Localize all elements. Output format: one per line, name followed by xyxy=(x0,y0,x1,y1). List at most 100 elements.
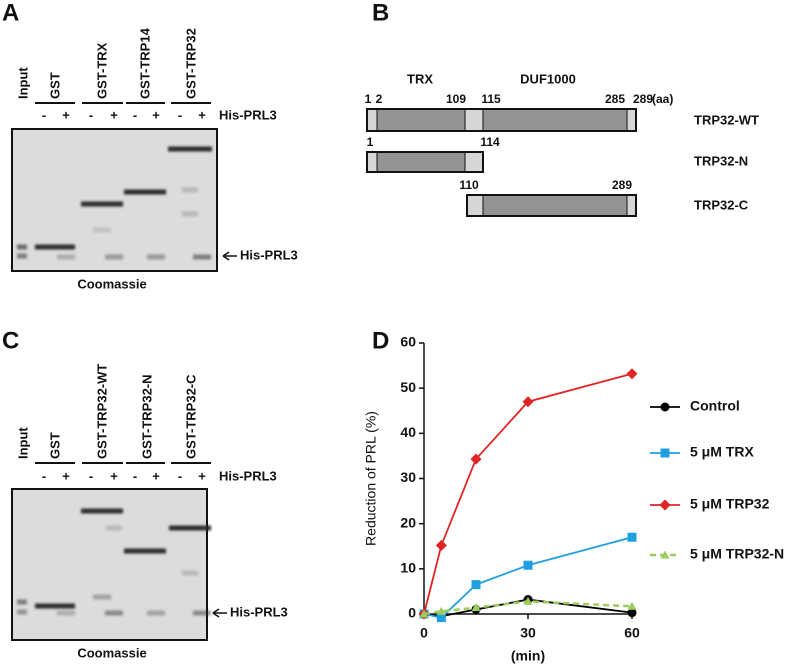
domain-segment xyxy=(482,194,628,217)
marker xyxy=(435,539,447,551)
y-tick-label: 30 xyxy=(400,469,416,485)
band xyxy=(182,211,198,217)
domain-label: TRX xyxy=(407,71,433,86)
band xyxy=(93,594,111,600)
arrow-head xyxy=(212,608,220,618)
arrow-label: His-PRL3 xyxy=(240,247,298,262)
band xyxy=(124,548,166,554)
marker xyxy=(436,613,446,623)
band xyxy=(93,227,111,233)
band xyxy=(57,610,75,616)
domain-segment xyxy=(626,194,637,217)
marker xyxy=(522,396,534,408)
residue-number: 289 xyxy=(633,92,653,106)
domain-segment xyxy=(366,151,378,173)
construct-outline xyxy=(466,194,637,217)
domain-segment xyxy=(464,108,484,132)
arrow-head xyxy=(222,251,230,261)
domain-segment xyxy=(366,108,378,132)
panel-letter: C xyxy=(2,327,19,354)
legend-label: 5 μM TRX xyxy=(690,444,754,460)
band xyxy=(147,254,165,260)
band xyxy=(106,525,122,531)
lane-label: Input xyxy=(15,427,30,459)
lane-label: GST-TRP32-C xyxy=(183,374,198,459)
legend-label: 5 μM TRP32-N xyxy=(690,546,784,562)
panel-letter: A xyxy=(2,0,19,26)
lane-label: GST-TRP32-WT xyxy=(94,364,109,459)
sign: - xyxy=(133,107,137,122)
band xyxy=(193,254,211,260)
marker xyxy=(436,606,446,615)
band xyxy=(17,253,27,259)
treatment-label: His-PRL3 xyxy=(219,107,277,122)
lane-label: GST xyxy=(47,72,62,99)
band xyxy=(124,189,166,195)
gel-bands xyxy=(17,146,212,260)
y-tick-label: 60 xyxy=(400,334,416,350)
sign: + xyxy=(198,468,206,483)
gel-bands xyxy=(17,508,211,616)
marker xyxy=(523,596,533,605)
band xyxy=(35,603,75,609)
band xyxy=(193,610,211,616)
band xyxy=(182,570,198,576)
unit-label: (aa) xyxy=(652,92,673,106)
residue-number: 1 xyxy=(367,135,374,149)
domain-segment xyxy=(376,108,466,132)
residue-number: 114 xyxy=(480,135,500,149)
sign: + xyxy=(62,107,70,122)
domain-segment xyxy=(466,194,484,217)
sign: - xyxy=(89,107,93,122)
legend-label: Control xyxy=(690,398,740,414)
lane-label: GST-TRP32 xyxy=(183,28,198,99)
y-tick-label: 40 xyxy=(400,424,416,440)
marker xyxy=(660,448,670,458)
domain-segment xyxy=(482,108,628,132)
sign: + xyxy=(110,107,118,122)
construct-outline xyxy=(366,151,484,173)
y-tick-label: 0 xyxy=(408,605,416,621)
band xyxy=(81,201,123,207)
lane-label: GST-TRP14 xyxy=(137,27,152,99)
residue-number: 110 xyxy=(459,178,479,192)
residue-number: 1 xyxy=(365,92,372,106)
marker xyxy=(627,601,637,610)
sign: - xyxy=(133,468,137,483)
treatment-label: His-PRL3 xyxy=(219,468,277,483)
marker xyxy=(626,368,638,380)
domain-segment xyxy=(376,151,466,173)
panel-letter: B xyxy=(372,0,389,26)
sign: + xyxy=(62,468,70,483)
construct-outline xyxy=(366,108,637,132)
lane-label: GST-TRX xyxy=(94,42,109,99)
residue-number: 285 xyxy=(605,92,625,106)
x-tick-label: 0 xyxy=(420,625,428,641)
domain-segment xyxy=(464,151,484,173)
band xyxy=(17,609,27,615)
band xyxy=(81,508,123,514)
marker xyxy=(523,560,533,570)
series-line xyxy=(423,536,633,619)
sign: - xyxy=(178,468,182,483)
sign: - xyxy=(42,468,46,483)
marker xyxy=(471,580,481,590)
band xyxy=(168,146,212,152)
legend-label: 5 μM TRP32 xyxy=(690,496,770,512)
sign: - xyxy=(42,107,46,122)
marker xyxy=(660,550,670,559)
marker xyxy=(627,608,637,618)
marker xyxy=(627,532,637,542)
x-axis-label: (min) xyxy=(511,648,545,664)
arrow-label: His-PRL3 xyxy=(230,604,288,619)
band xyxy=(35,244,75,250)
panel-letter: D xyxy=(372,327,389,354)
x-tick-label: 30 xyxy=(520,625,536,641)
marker xyxy=(470,453,482,465)
y-tick-label: 50 xyxy=(400,379,416,395)
lane-label: GST xyxy=(47,432,62,459)
y-axis-label: Reduction of PRL (%) xyxy=(363,411,379,546)
domain-segment xyxy=(626,108,637,132)
marker xyxy=(471,603,481,612)
residue-number: 289 xyxy=(612,178,632,192)
